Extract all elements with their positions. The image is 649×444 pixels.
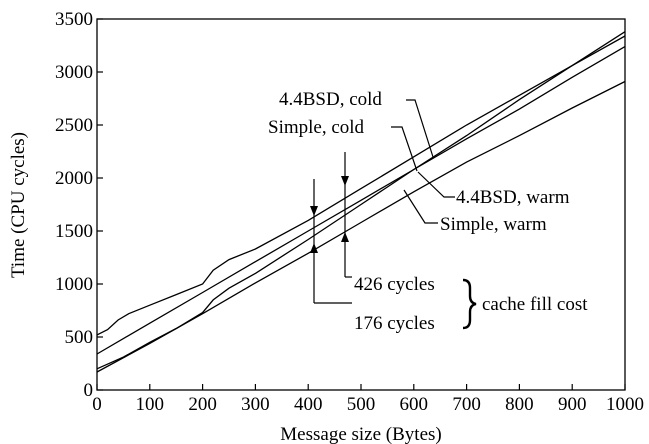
- y-tick-label: 1500: [55, 221, 93, 242]
- x-tick-label: 0: [92, 394, 102, 415]
- series-label-simple-warm: Simple, warm: [440, 214, 547, 235]
- series-label-simple-cold: Simple, cold: [268, 117, 365, 138]
- x-tick-label: 200: [188, 394, 217, 415]
- leader-4bsd-warm: [417, 171, 455, 198]
- series-line-4-4bsd-warm: [96, 31, 626, 370]
- series-label-4bsd-cold: 4.4BSD, cold: [279, 89, 382, 110]
- x-axis-ticks: 0 100 200 300 400 500 600 700 800 900 1000: [92, 384, 644, 415]
- series-line-simple-cold: [96, 46, 626, 355]
- leader-simple-cold: [391, 126, 418, 172]
- cost-arrow-426-bottom: [341, 232, 349, 242]
- cost-label-426: 426 cycles: [354, 274, 435, 295]
- leader-simple-warm: [403, 189, 438, 224]
- y-tick-label: 3500: [55, 9, 93, 30]
- x-tick-label: 500: [347, 394, 376, 415]
- cost-arrow-176-top: [310, 206, 318, 216]
- cost-arrow-176-bottom: [310, 243, 318, 253]
- series-lines: [96, 31, 626, 373]
- y-axis-ticks: 0 500 1000 1500 2000 2500 3000 3500: [55, 9, 103, 401]
- series-label-4bsd-warm: 4.4BSD, warm: [456, 187, 570, 208]
- y-tick-label: 2500: [55, 115, 93, 136]
- y-tick-label: 0: [84, 380, 94, 401]
- leader-4bsd-cold: [406, 99, 434, 158]
- series-line-4-4bsd-cold: [96, 35, 626, 336]
- y-tick-label: 2000: [55, 168, 93, 189]
- x-tick-label: 400: [294, 394, 323, 415]
- cost-arrow-426-top: [341, 176, 349, 186]
- x-tick-label: 800: [505, 394, 534, 415]
- series-line-simple-warm: [96, 80, 626, 373]
- x-tick-label: 700: [452, 394, 481, 415]
- cache-fill-cost-label: cache fill cost: [482, 294, 588, 315]
- x-tick-label: 900: [558, 394, 587, 415]
- y-tick-label: 1000: [55, 274, 93, 295]
- cost-label-176: 176 cycles: [354, 313, 435, 334]
- cost-brace: [462, 278, 477, 330]
- x-tick-label: 600: [400, 394, 429, 415]
- y-tick-label: 3000: [55, 62, 93, 83]
- x-tick-label: 100: [136, 394, 165, 415]
- y-axis-title: Time (CPU cycles): [8, 132, 29, 278]
- x-tick-label: 300: [241, 394, 270, 415]
- y-tick-label: 500: [65, 327, 94, 348]
- x-axis-title: Message size (Bytes): [280, 424, 441, 444]
- x-tick-label: 1000: [606, 394, 644, 415]
